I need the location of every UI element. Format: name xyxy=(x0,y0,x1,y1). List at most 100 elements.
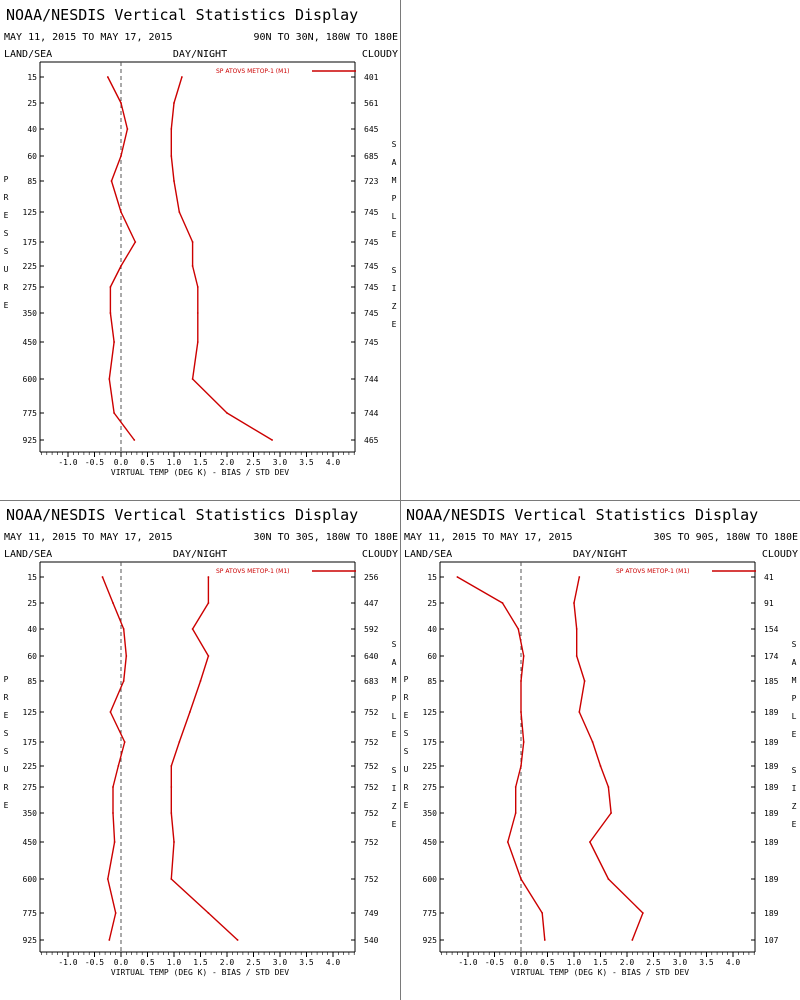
bias-data-point xyxy=(113,841,116,843)
x-tick-label: 0.5 xyxy=(540,958,555,967)
bias-data-point xyxy=(109,286,112,288)
y-axis-label-letter: S xyxy=(404,729,409,738)
std-dev-data-point xyxy=(173,102,175,104)
pressure-level-label: 125 xyxy=(423,708,438,717)
std-dev-data-point xyxy=(207,602,210,604)
chart-panel-30s-90s: NOAA/NESDIS Vertical Statistics Display M… xyxy=(400,500,800,1000)
sample-size-label: 752 xyxy=(364,809,379,818)
sample-size-label: 752 xyxy=(364,708,379,717)
pressure-level-label: 275 xyxy=(23,783,38,792)
x-tick-label: 3.0 xyxy=(273,958,288,967)
sky-condition-label: CLOUDY xyxy=(362,49,398,60)
pressure-level-label: 275 xyxy=(423,783,438,792)
bias-data-point xyxy=(126,128,129,130)
pressure-level-label: 600 xyxy=(23,375,38,384)
x-tick-label: 3.0 xyxy=(673,958,688,967)
pressure-level-label: 25 xyxy=(427,599,437,608)
y2-axis-label-letter: S xyxy=(392,266,397,275)
std-dev-data-point xyxy=(607,878,610,880)
sample-size-label: 723 xyxy=(364,177,379,186)
pressure-level-label: 85 xyxy=(27,177,37,186)
y2-axis-label-letter: S xyxy=(392,640,397,649)
sample-size-label: 447 xyxy=(364,599,379,608)
bias-data-point xyxy=(122,628,125,630)
pressure-level-label: 15 xyxy=(27,73,37,82)
std-dev-data-point xyxy=(271,439,273,441)
sample-size-label: 752 xyxy=(364,838,379,847)
x-tick-label: 0.0 xyxy=(114,958,129,967)
sample-size-label: 752 xyxy=(364,875,379,884)
y2-axis-label-letter: Z xyxy=(392,302,397,311)
std-dev-data-point xyxy=(173,841,175,843)
y2-axis-label-letter: E xyxy=(392,230,397,239)
surface-label: LAND/SEA xyxy=(4,549,52,560)
bias-data-point xyxy=(120,155,122,157)
std-dev-data-point xyxy=(181,76,183,78)
sample-size-label: 189 xyxy=(764,783,779,792)
y-axis-label-letter: R xyxy=(404,783,409,792)
std-dev-data-point xyxy=(170,878,173,880)
sample-size-label: 401 xyxy=(364,73,379,82)
std-dev-data-point xyxy=(199,680,202,682)
y2-axis-label-letter: I xyxy=(792,784,797,793)
x-axis-label: VIRTUAL TEMP (DEG K) - BIAS / STD DEV xyxy=(111,468,289,477)
std-dev-data-point xyxy=(196,312,199,314)
std-dev-data-point xyxy=(170,812,173,814)
std-dev-data-point xyxy=(575,655,578,657)
std-dev-data-point xyxy=(170,155,173,157)
bias-data-point xyxy=(109,711,112,713)
pressure-level-label: 125 xyxy=(23,208,38,217)
sample-size-label: 189 xyxy=(764,909,779,918)
sample-size-label: 752 xyxy=(364,783,379,792)
pressure-level-label: 775 xyxy=(423,909,438,918)
bias-data-point xyxy=(120,102,122,104)
date-range: MAY 11, 2015 TO MAY 17, 2015 xyxy=(4,32,173,43)
pressure-level-label: 925 xyxy=(23,936,38,945)
y-axis-label-letter: E xyxy=(404,711,409,720)
pressure-level-label: 450 xyxy=(423,838,438,847)
legend-label: SP ATOVS METOP-1 (M1) xyxy=(216,568,289,575)
bias-data-point xyxy=(108,378,111,380)
bias-data-point xyxy=(456,576,459,578)
x-tick-label: -1.0 xyxy=(58,458,77,467)
bias-data-point xyxy=(520,680,522,682)
std-dev-data-point xyxy=(236,939,239,941)
bias-data-point xyxy=(120,211,122,213)
y-axis-label-letter: S xyxy=(4,729,9,738)
x-tick-label: 3.5 xyxy=(699,958,714,967)
pressure-level-label: 15 xyxy=(427,573,437,582)
legend-label: SP ATOVS METOP-1 (M1) xyxy=(616,568,689,575)
chart-title: NOAA/NESDIS Vertical Statistics Display xyxy=(6,506,358,524)
bias-data-point xyxy=(123,741,126,743)
x-tick-label: 2.0 xyxy=(220,458,235,467)
x-axis-label: VIRTUAL TEMP (DEG K) - BIAS / STD DEV xyxy=(111,968,289,977)
x-tick-label: -0.5 xyxy=(85,458,104,467)
x-tick-label: -0.5 xyxy=(85,958,104,967)
y2-axis-label-letter: E xyxy=(792,820,797,829)
y-axis-label-letter: E xyxy=(4,211,9,220)
sample-size-label: 154 xyxy=(764,625,779,634)
x-tick-label: -1.0 xyxy=(458,958,477,967)
bias-data-point xyxy=(522,655,525,657)
x-tick-label: 1.0 xyxy=(167,958,182,967)
pressure-level-label: 125 xyxy=(23,708,38,717)
std-dev-data-point xyxy=(207,576,210,578)
x-tick-label: 2.5 xyxy=(246,958,261,967)
sample-size-label: 645 xyxy=(364,125,379,134)
y-axis-label-letter: P xyxy=(4,675,9,684)
y-axis-label-letter: R xyxy=(4,693,9,702)
y2-axis-label-letter: E xyxy=(392,320,397,329)
std-dev-data-point xyxy=(178,211,181,213)
sample-size-label: 745 xyxy=(364,208,379,217)
x-tick-label: 1.5 xyxy=(193,958,208,967)
surface-label: LAND/SEA xyxy=(4,49,52,60)
pressure-level-label: 925 xyxy=(23,436,38,445)
x-tick-label: 4.0 xyxy=(326,458,341,467)
std-dev-data-point xyxy=(578,711,581,713)
std-dev-data-point xyxy=(191,241,194,243)
sample-size-label: 256 xyxy=(364,573,379,582)
chart-svg: NOAA/NESDIS Vertical Statistics Display M… xyxy=(4,6,398,477)
y2-axis-label-letter: Z xyxy=(392,802,397,811)
pressure-level-label: 450 xyxy=(23,838,38,847)
bias-data-point xyxy=(501,602,504,604)
